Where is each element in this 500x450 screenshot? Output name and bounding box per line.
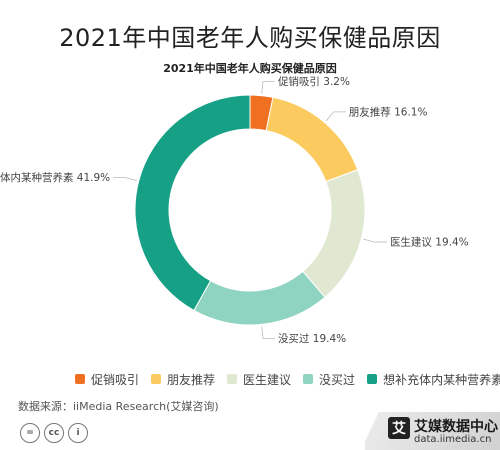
donut-slice — [134, 94, 251, 312]
license-info-icon: i — [68, 423, 88, 443]
slice-data-label: 没买过 19.4% — [278, 332, 346, 345]
data-source: 数据来源：iiMedia Research(艾媒咨询) — [18, 400, 219, 413]
legend-swatch — [227, 374, 238, 384]
leader-line — [113, 177, 137, 181]
legend-label: 朋友推荐 — [167, 372, 216, 387]
donut-slice — [265, 96, 359, 183]
leader-line — [261, 81, 275, 94]
legend-label: 想补充体内某种营养素 — [383, 372, 500, 387]
page-title: 2021年中国老年人购买保健品原因 — [59, 24, 441, 52]
legend-swatch — [151, 374, 162, 384]
chart-legend: 促销吸引 朋友推荐 医生建议 没买过 想补充体内某种营养素 — [75, 371, 500, 387]
legend-item: 没买过 — [303, 371, 355, 388]
brand-band — [365, 412, 500, 450]
license-cc-icon: cc — [44, 423, 64, 443]
leader-line — [325, 111, 346, 122]
legend-swatch — [303, 374, 314, 384]
chart-title: 2021年中国老年人购买保健品原因 — [163, 62, 337, 75]
slice-data-label: 促销吸引 3.2% — [278, 75, 350, 88]
legend-item: 朋友推荐 — [151, 371, 215, 388]
license-equal-icon: = — [20, 423, 40, 443]
legend-item: 促销吸引 — [75, 371, 139, 388]
slice-data-label: 想补充体内某种营养素 41.9% — [0, 171, 110, 184]
leader-line — [261, 326, 275, 339]
donut-slice — [302, 169, 366, 298]
brand-url: data.iimedia.cn — [414, 434, 492, 445]
leader-line — [363, 238, 387, 243]
legend-swatch — [367, 374, 378, 384]
legend-label: 没买过 — [319, 372, 356, 387]
slice-data-label: 朋友推荐 16.1% — [349, 105, 428, 118]
legend-item: 医生建议 — [227, 371, 291, 388]
legend-label: 医生建议 — [243, 372, 292, 387]
brand-name: 艾媒数据中心 — [414, 419, 498, 435]
legend-label: 促销吸引 — [91, 372, 140, 387]
donut-slice — [193, 270, 326, 326]
brand-logo-icon: 艾 — [388, 417, 410, 439]
legend-swatch — [75, 374, 85, 384]
license-icons: = cc i — [20, 423, 92, 443]
slice-data-label: 医生建议 19.4% — [390, 236, 469, 249]
legend-item: 想补充体内某种营养素 — [367, 371, 500, 388]
